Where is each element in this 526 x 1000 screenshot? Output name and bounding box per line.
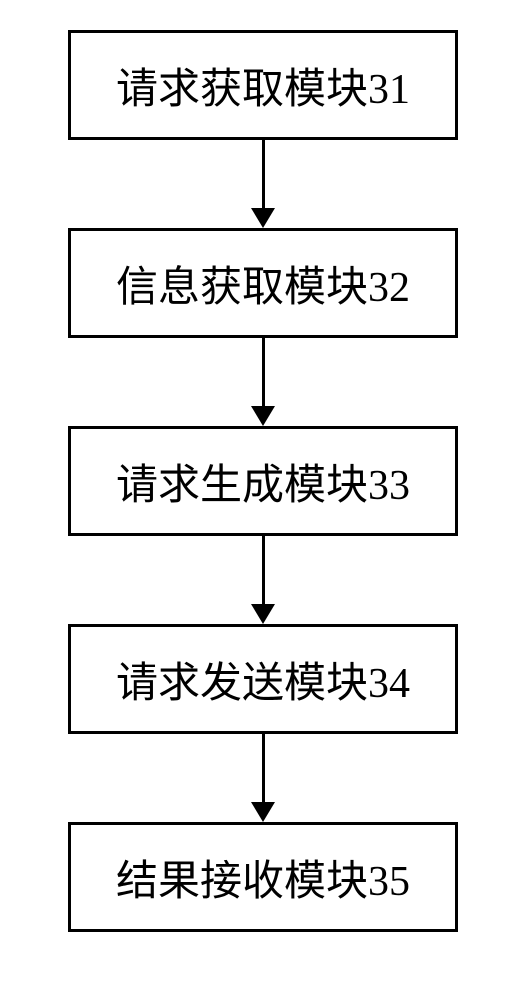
edge-line [262,536,265,604]
arrow-down-icon [251,802,275,822]
edge-line [262,140,265,208]
edge-line [262,734,265,802]
node-label: 信息获取模块32 [116,253,410,314]
node-result-receive: 结果接收模块35 [68,822,458,932]
node-label: 请求获取模块31 [116,55,410,116]
node-info-acquire: 信息获取模块32 [68,228,458,338]
node-label: 请求发送模块34 [116,649,410,710]
flowchart-canvas: 请求获取模块31 信息获取模块32 请求生成模块33 请求发送模块34 结果接收… [0,0,526,1000]
arrow-down-icon [251,604,275,624]
node-label: 结果接收模块35 [116,847,410,908]
node-request-generate: 请求生成模块33 [68,426,458,536]
node-label: 请求生成模块33 [116,451,410,512]
node-request-send: 请求发送模块34 [68,624,458,734]
arrow-down-icon [251,406,275,426]
arrow-down-icon [251,208,275,228]
edge-line [262,338,265,406]
node-request-acquire: 请求获取模块31 [68,30,458,140]
